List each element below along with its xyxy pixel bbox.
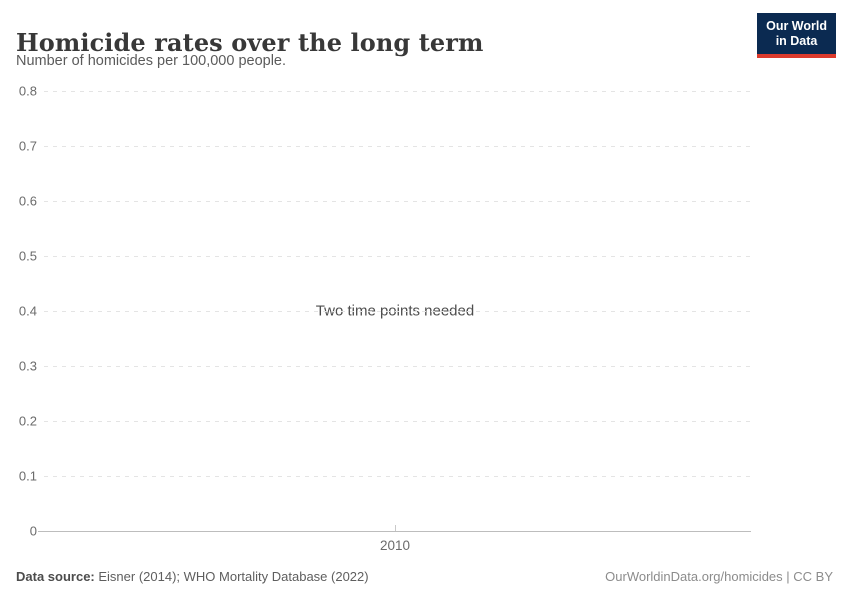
y-axis-tick-label: 0.7 — [18, 138, 37, 154]
y-axis-tick-label: 0.5 — [18, 248, 37, 264]
x-axis-tick-label: 2010 — [379, 538, 411, 553]
x-axis-line — [38, 531, 751, 532]
y-gridline — [44, 421, 750, 422]
y-axis-tick-label: 0.6 — [18, 193, 37, 209]
y-gridline — [44, 256, 750, 257]
data-source-value: Eisner (2014); WHO Mortality Database (2… — [98, 569, 369, 584]
footer-link[interactable]: OurWorldinData.org/homicides | CC BY — [605, 569, 833, 584]
y-axis-tick-label: 0.3 — [18, 358, 37, 374]
owid-logo-line1: Our World — [766, 19, 827, 33]
y-gridline — [44, 201, 750, 202]
chart-subtitle: Number of homicides per 100,000 people. — [16, 53, 287, 69]
chart-title: Homicide rates over the long term — [16, 28, 484, 58]
y-axis-tick-label: 0.4 — [18, 303, 37, 319]
y-axis-tick-label: 0.8 — [18, 83, 37, 99]
y-gridline — [44, 91, 750, 92]
y-gridline — [44, 311, 750, 312]
y-axis-tick-label: 0.1 — [18, 468, 37, 484]
x-axis-tick — [395, 525, 396, 531]
y-gridline — [44, 476, 750, 477]
owid-logo-line2: in Data — [775, 33, 818, 48]
data-source-label: Data source: — [16, 569, 95, 584]
footer-data-source: Data source: Eisner (2014); WHO Mortalit… — [16, 569, 369, 584]
y-axis-tick-label: 0 — [29, 523, 37, 539]
y-gridline — [44, 366, 750, 367]
y-gridline — [44, 146, 750, 147]
y-axis-tick-label: 0.2 — [18, 413, 37, 429]
owid-logo[interactable]: Our World in Data — [757, 13, 836, 58]
